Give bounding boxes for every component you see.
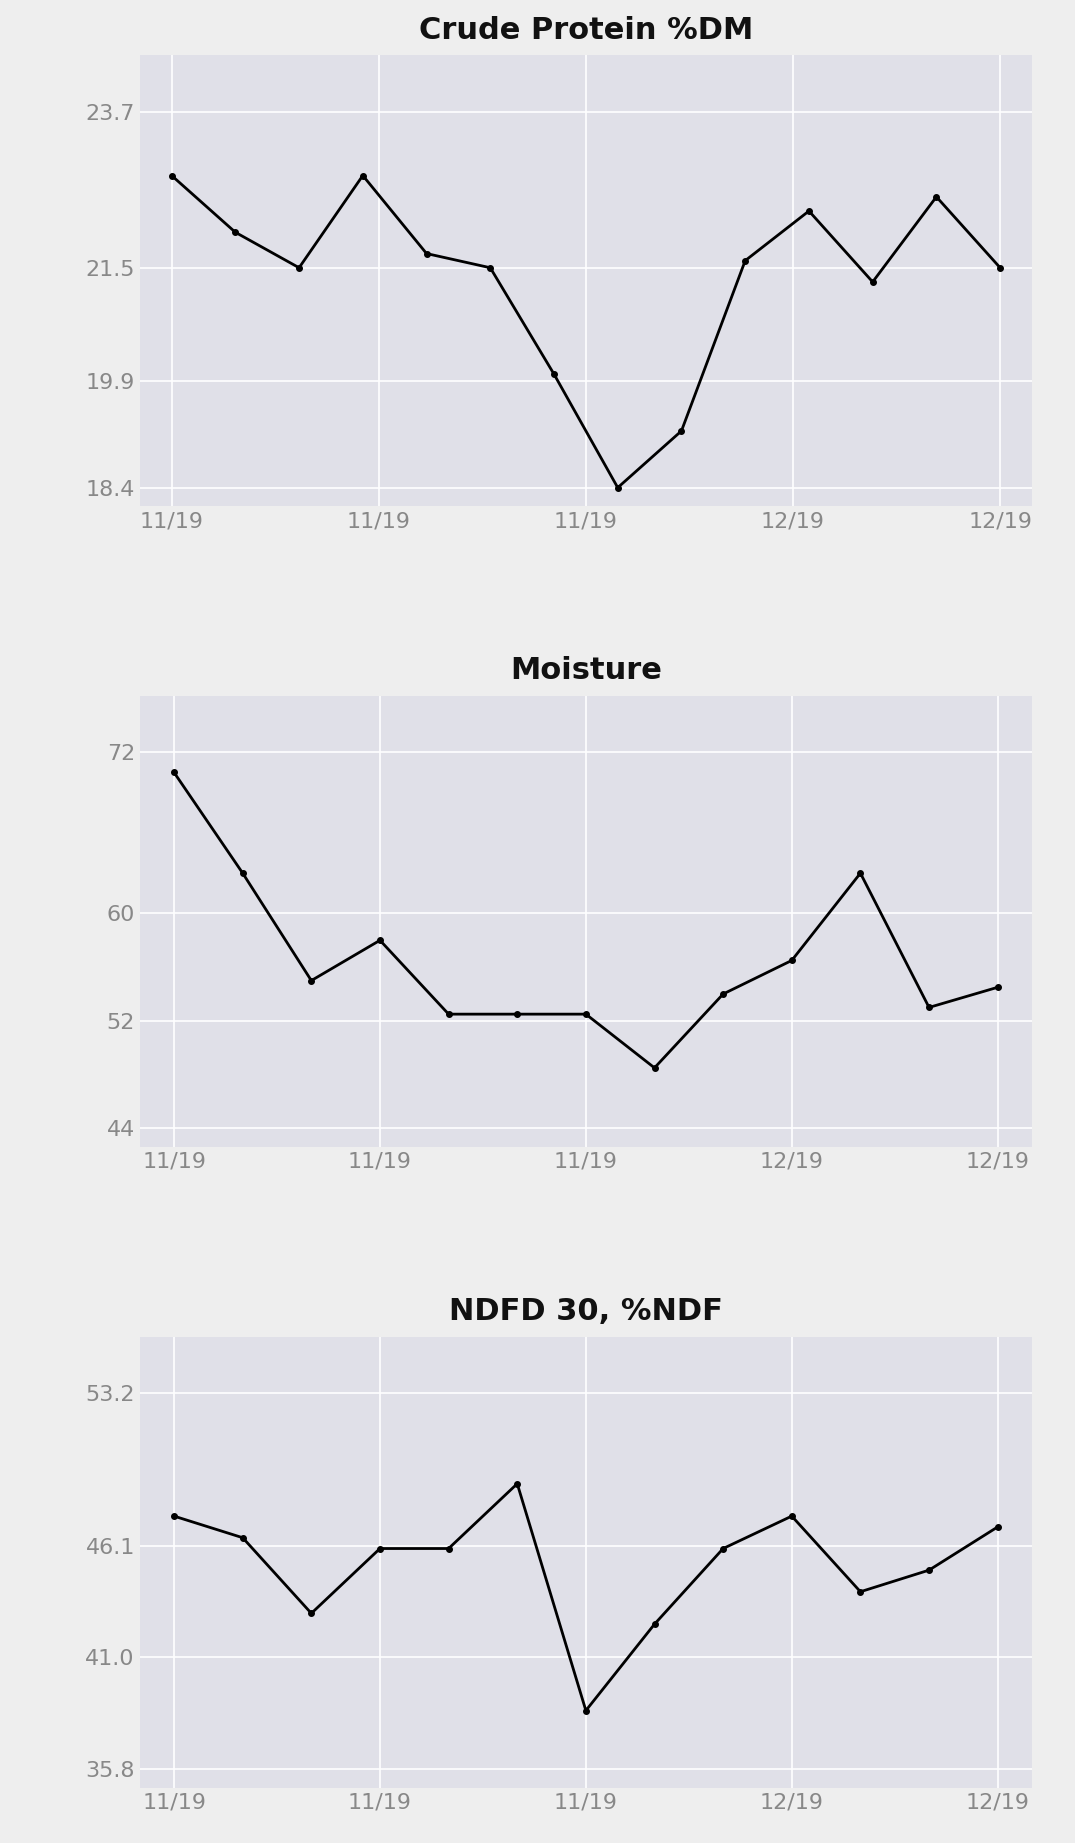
- Title: NDFD 30, %NDF: NDFD 30, %NDF: [449, 1297, 722, 1325]
- Title: Crude Protein %DM: Crude Protein %DM: [418, 15, 754, 44]
- Title: Moisture: Moisture: [510, 656, 662, 686]
